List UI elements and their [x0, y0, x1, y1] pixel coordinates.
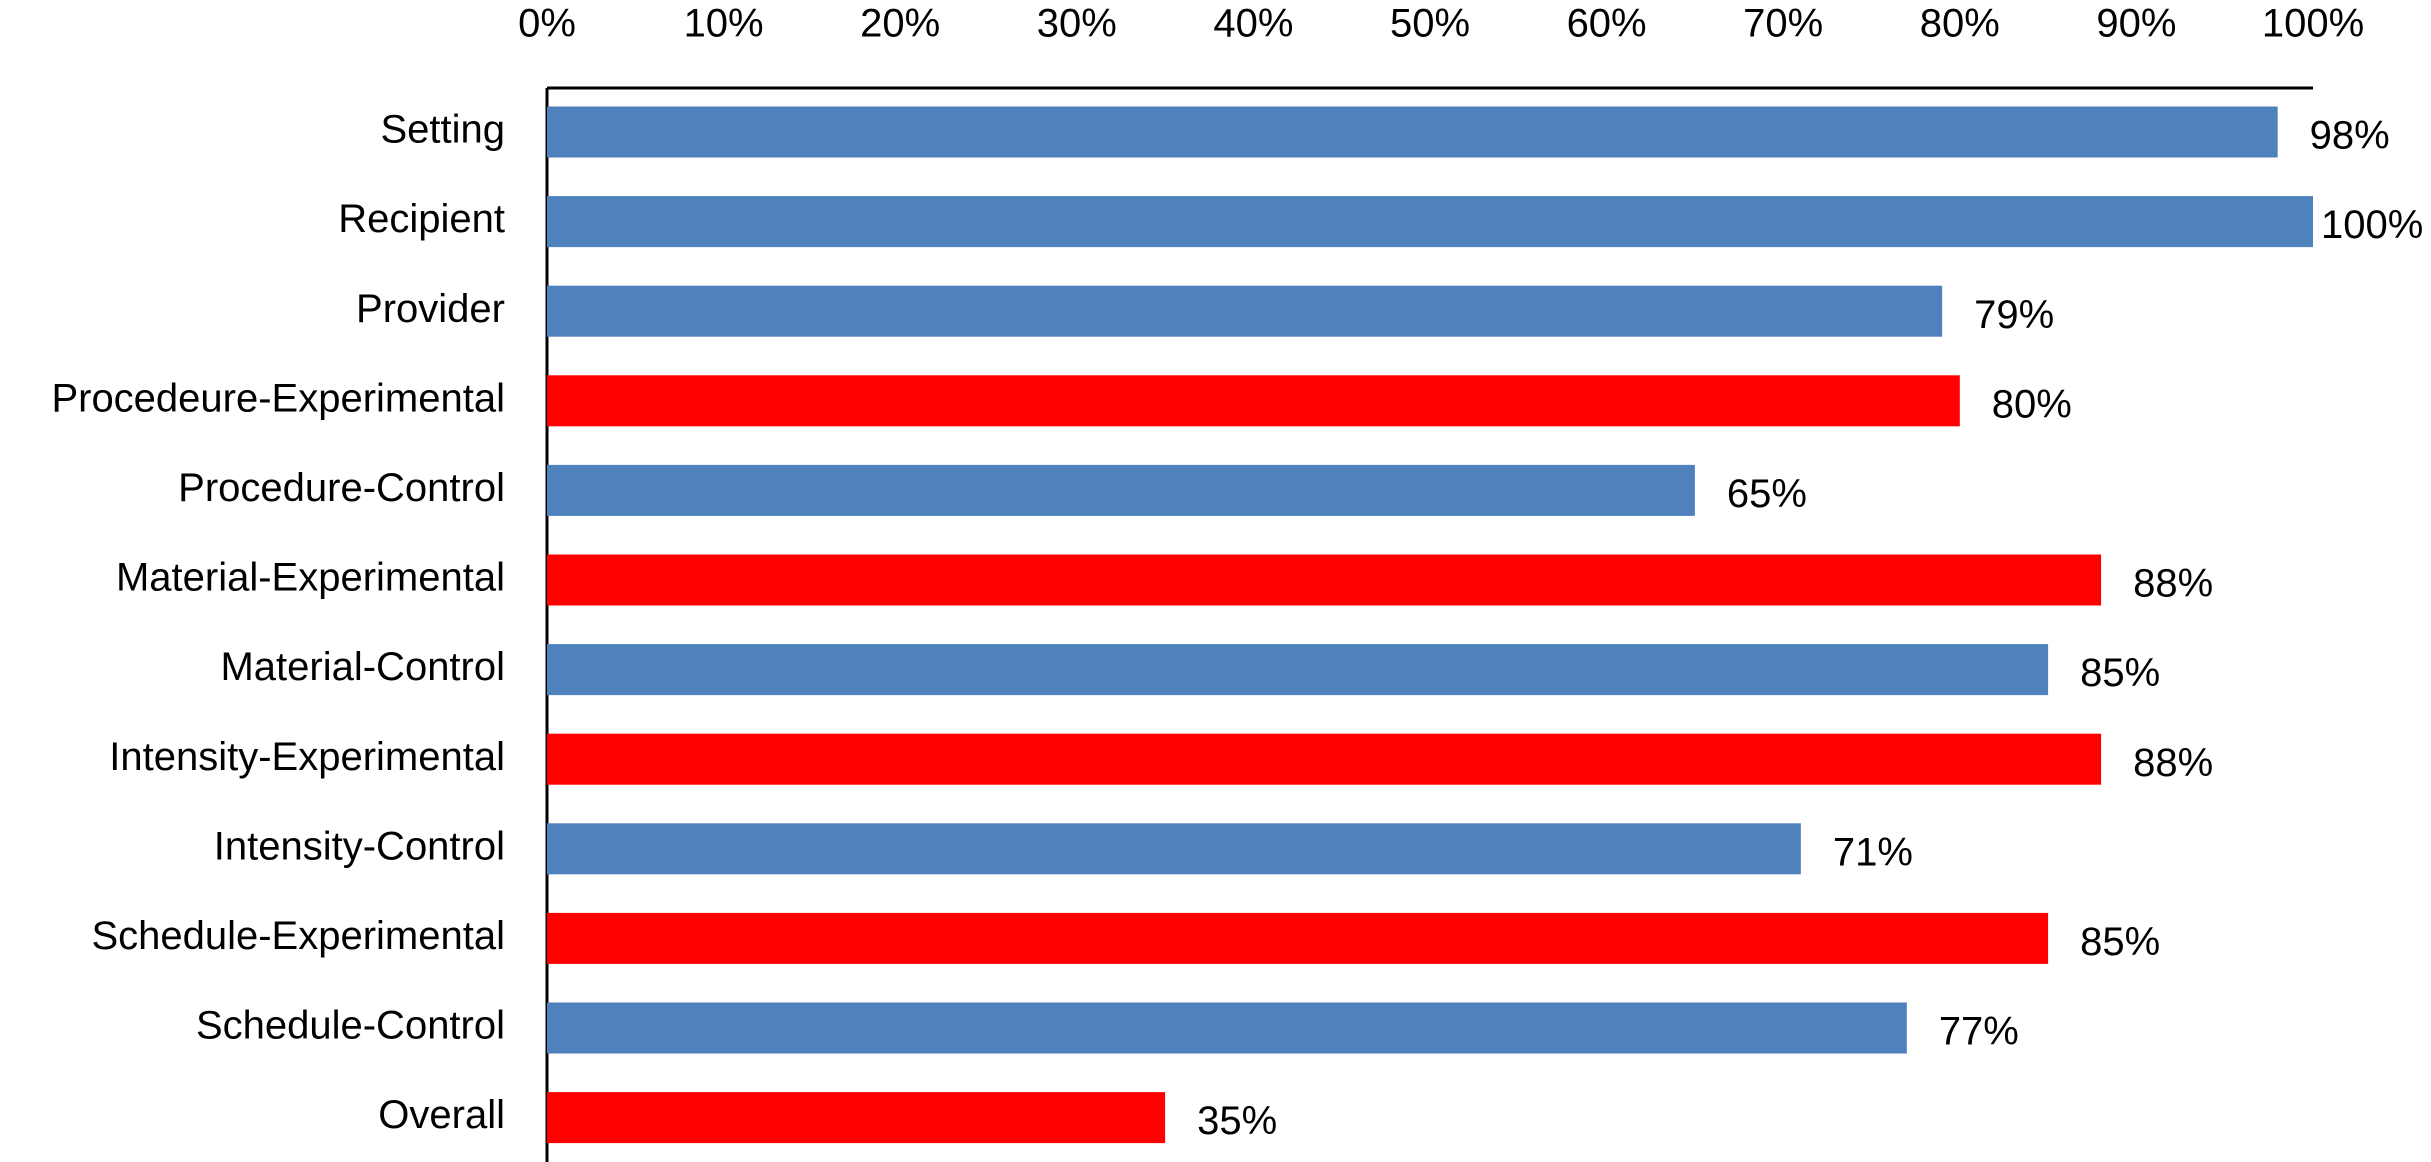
bar: [547, 375, 1960, 427]
x-tick-label: 100%: [2262, 2, 2364, 46]
bar: [547, 106, 2278, 158]
y-tick-label: Schedule-Experimental: [91, 914, 505, 958]
bar: [547, 912, 2049, 964]
x-tick-label: 30%: [1037, 2, 1117, 46]
value-label: 35%: [1197, 1099, 1277, 1143]
x-tick-label: 60%: [1567, 2, 1647, 46]
y-tick-label: Overall: [378, 1093, 505, 1137]
bar: [547, 1002, 1907, 1054]
y-tick-label: Material-Experimental: [116, 556, 505, 600]
y-tick-label: Procedeure-Experimental: [51, 376, 505, 420]
value-label: 71%: [1833, 830, 1913, 874]
value-label: 77%: [1939, 1010, 2019, 1054]
value-label: 79%: [1974, 293, 2054, 337]
y-tick-label: Recipient: [338, 197, 505, 241]
value-label: 98%: [2310, 114, 2390, 158]
bar: [547, 196, 2313, 248]
x-tick-label: 80%: [1920, 2, 2000, 46]
value-label: 88%: [2133, 562, 2213, 606]
bar: [547, 464, 1695, 516]
bar: [547, 1092, 1166, 1144]
value-label: 85%: [2080, 920, 2160, 964]
value-label: 100%: [2321, 203, 2423, 247]
y-tick-label: Procedure-Control: [178, 466, 505, 510]
x-tick-label: 70%: [1743, 2, 1823, 46]
value-label: 80%: [1992, 382, 2072, 426]
bar: [547, 644, 2049, 696]
y-tick-label: Provider: [356, 287, 505, 331]
value-label: 88%: [2133, 741, 2213, 785]
bar: [547, 554, 2102, 606]
x-tick-label: 10%: [684, 2, 764, 46]
x-tick-label: 90%: [2096, 2, 2176, 46]
y-tick-label: Intensity-Control: [214, 824, 505, 868]
bar: [547, 733, 2102, 785]
value-label: 65%: [1727, 472, 1807, 516]
x-tick-label: 0%: [518, 2, 576, 46]
x-tick-label: 40%: [1213, 2, 1293, 46]
y-tick-label: Intensity-Experimental: [109, 735, 505, 779]
bar: [547, 823, 1801, 875]
bar: [547, 285, 1943, 337]
value-label: 85%: [2080, 651, 2160, 695]
x-tick-label: 50%: [1390, 2, 1470, 46]
y-tick-label: Material-Control: [220, 645, 505, 689]
y-tick-label: Setting: [380, 108, 505, 152]
x-tick-label: 20%: [860, 2, 940, 46]
y-tick-label: Schedule-Control: [196, 1004, 505, 1048]
